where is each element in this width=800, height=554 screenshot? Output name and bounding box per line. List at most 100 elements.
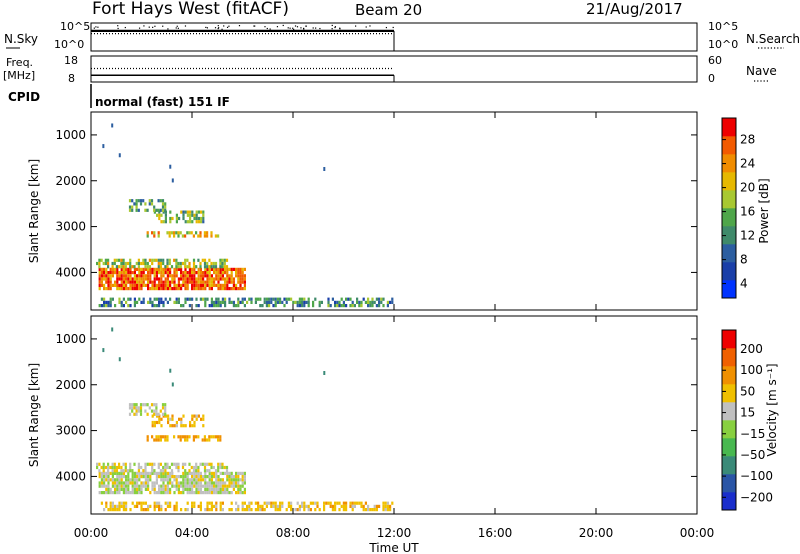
velocity-data-cell [180,424,183,428]
power-data-cell [188,297,191,301]
power-colorbar-segment [722,154,736,173]
power-data-cell [142,297,145,301]
power-data-cell [179,261,182,266]
velocity-data-cell [197,414,200,418]
power-data-cell [120,280,123,284]
velocity-data-cell [221,462,224,466]
cpid-mode-text: normal (fast) 151 IF [95,95,230,109]
velocity-data-cell [159,469,162,473]
power-data-cell [133,283,136,287]
power-data-cell [158,297,161,301]
power-data-cell [230,267,233,271]
velocity-data-cell [158,491,161,495]
velocity-data-cell [190,465,193,470]
power-data-cell [171,178,174,183]
power-data-cell [210,234,213,238]
velocity-data-cell [153,424,156,428]
nsky-scatter-point [339,27,341,29]
power-data-cell [122,277,125,281]
freq-left-tick-bottom: 8 [68,72,75,85]
velocity-data-cell [195,475,198,479]
power-data-cell [159,261,162,266]
velocity-data-cell [136,487,139,491]
velocity-data-cell [186,475,189,479]
power-data-cell [215,277,218,281]
velocity-data-cell [129,462,132,466]
power-data-cell [217,274,220,278]
velocity-ytick-label: 2000 [55,378,86,392]
power-data-cell [208,267,211,271]
velocity-data-cell [155,471,158,475]
velocity-data-cell [265,504,268,508]
velocity-data-cell [125,508,128,512]
velocity-data-cell [199,475,202,479]
power-data-cell [221,271,224,275]
velocity-data-cell [208,438,211,442]
power-data-cell [129,297,132,301]
velocity-data-cell [199,501,202,505]
power-data-cell [217,300,220,304]
power-data-cell [164,202,167,206]
velocity-data-cell [155,406,158,410]
power-data-cell [228,267,231,271]
velocity-data-cell [140,475,143,479]
power-data-cell [131,265,134,269]
velocity-data-cell [96,465,99,470]
power-data-cell [223,265,226,269]
velocity-data-cell [180,475,183,479]
power-data-cell [180,271,183,275]
velocity-data-cell [197,487,200,491]
power-data-cell [334,300,337,304]
power-data-cell [122,297,125,301]
power-data-cell [153,267,156,271]
velocity-data-cell [138,475,141,479]
velocity-data-cell [173,478,176,482]
velocity-data-cell [144,465,147,470]
velocity-data-cell [103,508,106,512]
velocity-data-cell [309,501,312,505]
power-data-cell [120,277,123,281]
velocity-data-cell [373,504,376,508]
velocity-data-cell [140,491,143,495]
velocity-data-cell [206,438,209,442]
power-data-cell [199,267,202,271]
velocity-data-cell [331,504,334,508]
velocity-data-cell [175,475,178,479]
power-data-cell [221,300,224,304]
velocity-data-cell [177,462,180,466]
velocity-data-cell [173,424,176,428]
nsky-scatter-point [162,25,164,27]
velocity-data-cell [139,406,143,410]
power-data-cell [208,274,211,278]
velocity-data-cell [120,469,123,473]
power-data-cell [345,304,348,308]
velocity-data-cell [120,475,123,479]
power-data-cell [133,267,136,271]
nsky-scatter-point [148,26,150,28]
power-data-cell [115,258,118,262]
nsky-scatter-point [276,26,279,28]
power-data-cell [186,231,189,235]
power-data-cell [241,280,244,284]
velocity-data-cell [133,487,136,491]
velocity-data-cell [175,465,178,470]
velocity-data-cell [105,491,108,495]
velocity-data-cell [155,481,158,485]
velocity-data-cell [162,481,165,485]
nsky-scatter-point [269,28,271,30]
power-data-cell [210,261,213,266]
velocity-data-cell [215,508,218,512]
velocity-data-cell [272,501,275,505]
velocity-data-cell [204,491,207,495]
velocity-data-cell [158,487,161,491]
velocity-data-cell [243,487,246,491]
nsky-scatter-point [152,26,154,28]
velocity-data-cell [155,504,158,508]
velocity-data-cell [105,504,108,508]
power-data-cell [274,300,277,304]
velocity-data-cell [360,504,363,508]
nsky-scatter-point [264,26,266,28]
power-data-cell [237,297,240,301]
power-data-cell [221,261,224,266]
power-data-cell [193,277,196,281]
